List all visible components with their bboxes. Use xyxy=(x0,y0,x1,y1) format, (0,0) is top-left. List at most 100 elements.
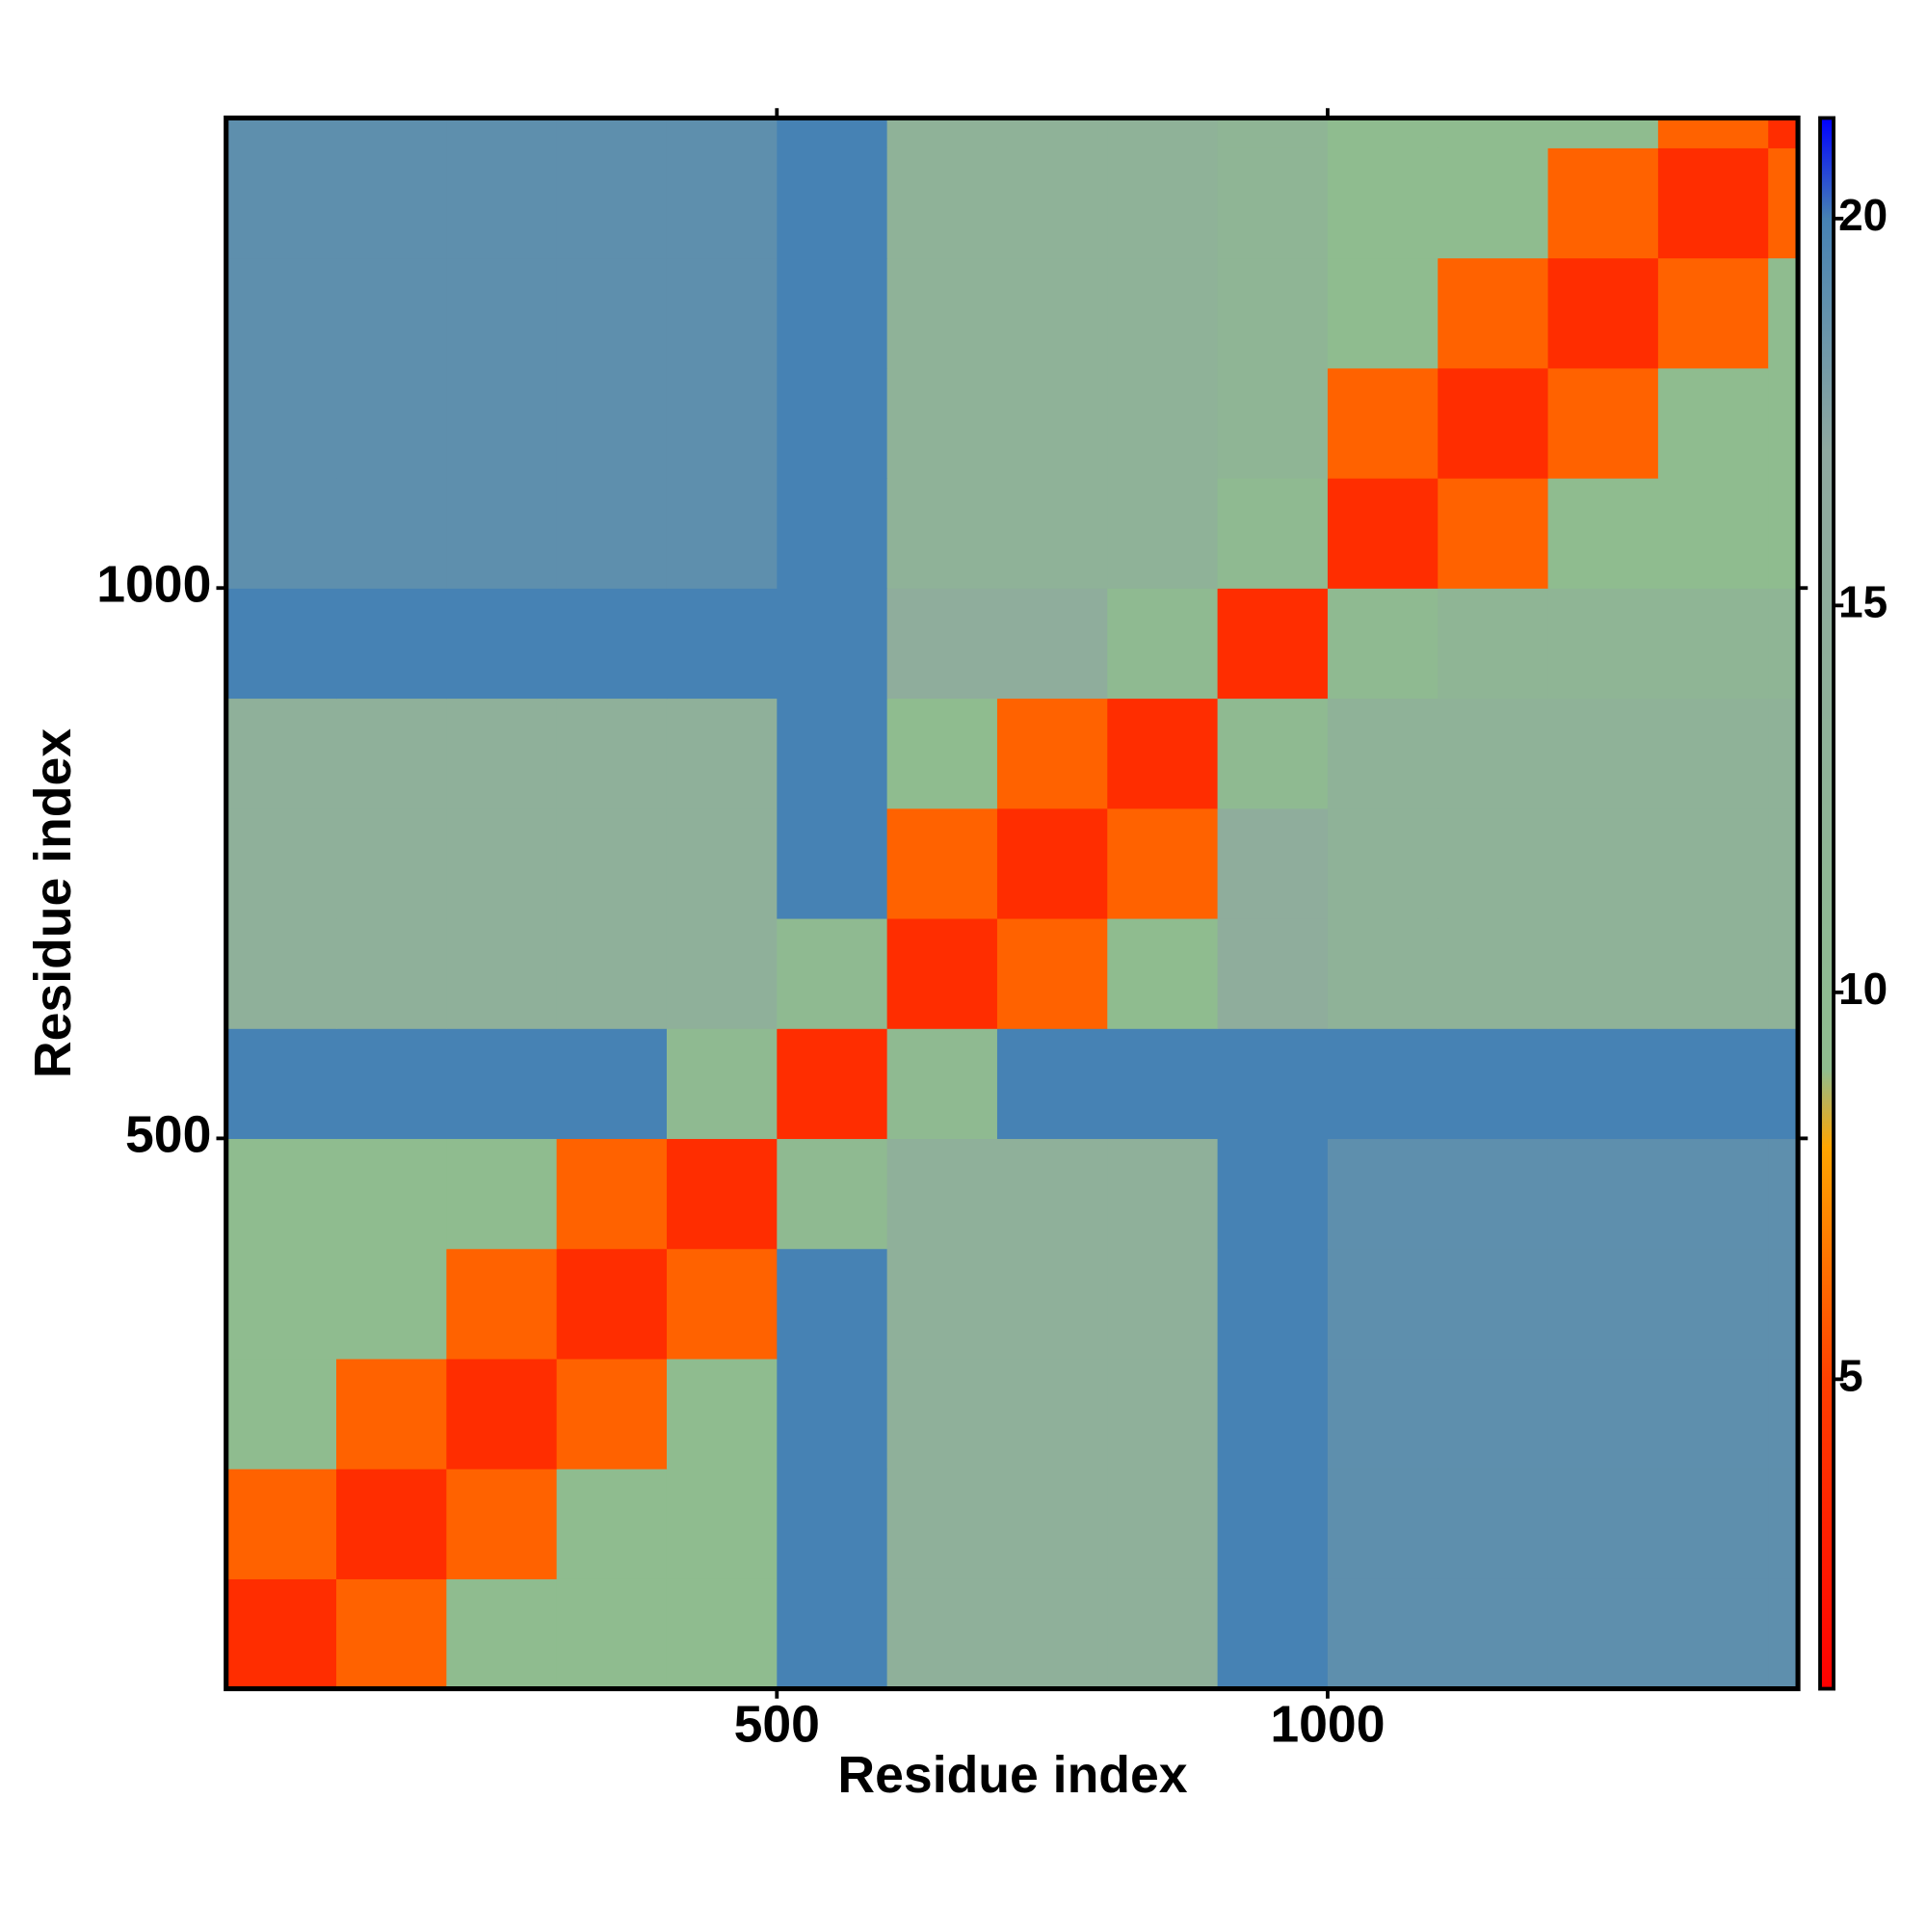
heatmap-cell xyxy=(1107,257,1219,369)
heatmap-cell xyxy=(1768,807,1799,919)
heatmap-cell xyxy=(1768,698,1799,809)
heatmap-cell xyxy=(556,1138,668,1250)
heatmap-cell xyxy=(446,917,558,1029)
heatmap-cell xyxy=(1438,1578,1549,1690)
heatmap-cell xyxy=(666,1578,778,1690)
heatmap-cell xyxy=(1217,1578,1329,1690)
heatmap-cell xyxy=(556,1028,668,1140)
heatmap-cell xyxy=(886,1028,998,1140)
heatmap-cell xyxy=(1327,1028,1439,1140)
heatmap-cell xyxy=(446,588,558,700)
heatmap-cell xyxy=(777,477,888,589)
heatmap-cell xyxy=(336,807,447,919)
heatmap-cell xyxy=(1547,807,1659,919)
heatmap-cell xyxy=(777,257,888,369)
heatmap-cell xyxy=(1657,477,1769,589)
heatmap-cell xyxy=(996,917,1108,1029)
x-tick-label: 500 xyxy=(734,1697,820,1754)
heatmap-cell xyxy=(1768,118,1799,148)
heatmap-cell xyxy=(1547,477,1659,589)
x-tick-label: 1000 xyxy=(1270,1697,1385,1754)
heatmap-cell xyxy=(336,588,447,700)
heatmap-cell xyxy=(1657,118,1769,148)
heatmap-cell xyxy=(336,477,447,589)
heatmap-cell xyxy=(1107,588,1219,700)
y-tick-label: 500 xyxy=(125,1107,211,1164)
heatmap-cell xyxy=(1768,367,1799,479)
heatmap-cell xyxy=(1107,147,1219,259)
heatmap-cell xyxy=(1768,1578,1799,1690)
heatmap-cell xyxy=(1327,147,1439,259)
heatmap-cell xyxy=(225,477,337,589)
heatmap-cell xyxy=(996,1578,1108,1690)
heatmap-cell xyxy=(225,118,337,148)
heatmap-cell xyxy=(446,1138,558,1250)
heatmap-cell xyxy=(1768,1469,1799,1579)
heatmap-cell xyxy=(666,367,778,479)
colorbar-tick-label: 15 xyxy=(1838,576,1887,626)
heatmap-cell xyxy=(1768,917,1799,1029)
heatmap-cell xyxy=(1107,1469,1219,1579)
heatmap-cell xyxy=(1438,917,1549,1029)
colorbar-tick-label: 10 xyxy=(1838,964,1887,1014)
heatmap-cell xyxy=(1657,917,1769,1029)
heatmap-cell xyxy=(777,1469,888,1579)
heatmap-cell xyxy=(1768,1358,1799,1469)
heatmap-cell xyxy=(1768,257,1799,369)
heatmap-cell xyxy=(886,1358,998,1469)
heatmap-cell xyxy=(1547,1138,1659,1250)
heatmap-cell xyxy=(1547,118,1659,148)
heatmap-cell xyxy=(1657,1138,1769,1250)
heatmap-cell xyxy=(1217,257,1329,369)
heatmap-cell xyxy=(777,1358,888,1469)
heatmap-cell xyxy=(446,118,558,148)
heatmap-cell xyxy=(1217,1248,1329,1360)
heatmap-cell xyxy=(666,698,778,809)
heatmap-cell xyxy=(1547,1248,1659,1360)
heatmap-cell xyxy=(1547,1469,1659,1579)
heatmap-cell xyxy=(225,588,337,700)
heatmap-cell xyxy=(1657,698,1769,809)
heatmap-cell xyxy=(556,917,668,1029)
heatmap-cell xyxy=(225,1578,337,1690)
heatmap-cell xyxy=(1438,807,1549,919)
heatmap-cell xyxy=(1438,588,1549,700)
heatmap-cell xyxy=(1217,477,1329,589)
heatmap-cell xyxy=(225,1469,337,1579)
heatmap-cell xyxy=(777,917,888,1029)
heatmap-cell xyxy=(225,1248,337,1360)
heatmap-cell xyxy=(1547,367,1659,479)
heatmap-cell xyxy=(1547,917,1659,1029)
heatmap-cell xyxy=(1327,1138,1439,1250)
heatmap-cell xyxy=(886,698,998,809)
heatmap-cell xyxy=(996,367,1108,479)
heatmap-cell xyxy=(1107,118,1219,148)
heatmap-cell xyxy=(556,807,668,919)
heatmap-cell xyxy=(1657,1248,1769,1360)
heatmap-cell xyxy=(666,118,778,148)
heatmap-cell xyxy=(1327,588,1439,700)
heatmap-cell xyxy=(886,367,998,479)
heatmap-cell xyxy=(886,1248,998,1360)
heatmap-cell xyxy=(556,1358,668,1469)
heatmap-cell xyxy=(556,588,668,700)
heatmap-cell xyxy=(1217,588,1329,700)
heatmap-cell xyxy=(1327,477,1439,589)
heatmap-cell xyxy=(1657,807,1769,919)
heatmap-cell xyxy=(1327,367,1439,479)
heatmap-cell xyxy=(336,118,447,148)
heatmap-cell xyxy=(225,807,337,919)
heatmap-cell xyxy=(1547,1578,1659,1690)
heatmap-cell xyxy=(1768,147,1799,259)
heatmap-cell xyxy=(1327,1358,1439,1469)
heatmap-cell xyxy=(556,1248,668,1360)
heatmap-cell xyxy=(1217,917,1329,1029)
heatmap-cell xyxy=(1327,698,1439,809)
heatmap-cell xyxy=(996,118,1108,148)
heatmap-cell xyxy=(1327,1578,1439,1690)
heatmap-cell xyxy=(996,1248,1108,1360)
heatmap-cell xyxy=(886,588,998,700)
heatmap-cell xyxy=(1768,1028,1799,1140)
heatmap-cell xyxy=(556,698,668,809)
heatmap-cell xyxy=(556,477,668,589)
